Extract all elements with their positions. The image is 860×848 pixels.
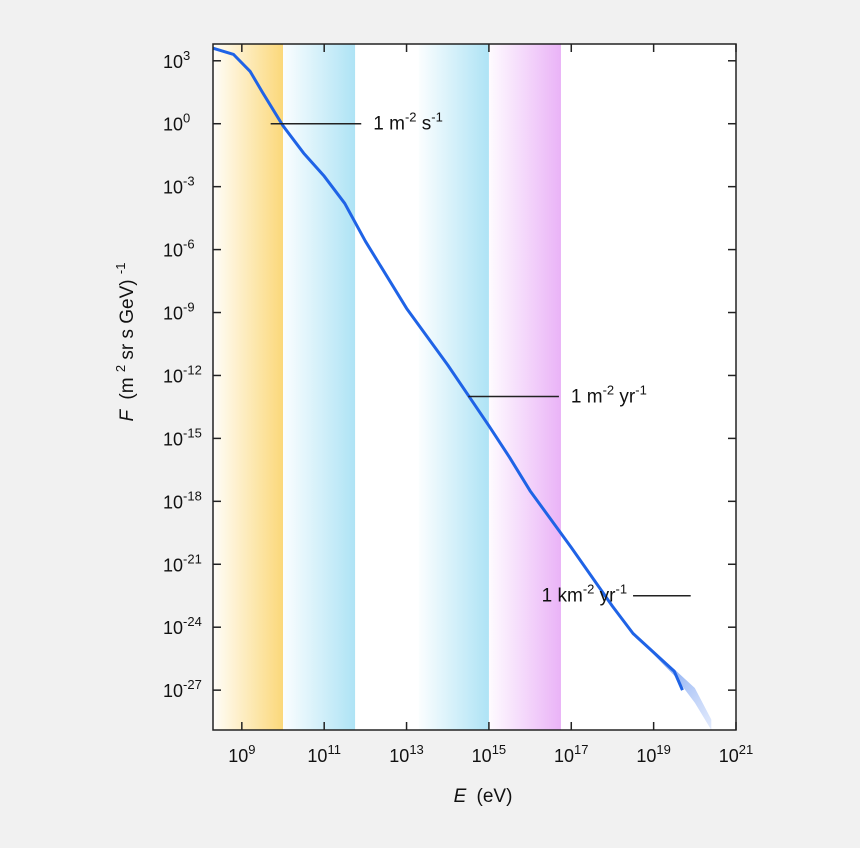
annotation-text: yr <box>594 586 616 607</box>
x-axis-label: E (eV) <box>454 786 513 807</box>
x-tick-base: 10 <box>228 746 248 766</box>
x-tick-base: 10 <box>636 746 656 766</box>
annotation-exponent: -1 <box>615 582 627 597</box>
x-tick-exponent: 11 <box>327 742 341 757</box>
y-tick-base: 10 <box>163 52 183 72</box>
x-tick-label: 1021 <box>719 742 754 766</box>
y-tick-exponent: -24 <box>183 614 202 629</box>
y-tick-label: 10-21 <box>163 551 202 575</box>
annotation-text: 1 km <box>542 586 583 607</box>
y-axis-ticks: 10310010-310-610-910-1210-1510-1810-2110… <box>163 48 736 701</box>
x-tick-base: 10 <box>307 746 327 766</box>
y-tick-label: 10-6 <box>163 237 195 261</box>
y-tick-exponent: -12 <box>183 362 202 377</box>
x-tick-label: 109 <box>228 742 255 766</box>
x-tick-label: 1015 <box>472 742 507 766</box>
y-tick-label: 10-27 <box>163 677 202 701</box>
y-tick-label: 10-12 <box>163 362 202 386</box>
annotation-text: s <box>417 114 432 135</box>
y-axis-sup1: 2 <box>113 365 128 372</box>
x-axis-var: E <box>454 786 467 807</box>
annotation-label: 1 m-2 yr-1 <box>571 382 647 407</box>
energy-band <box>418 44 489 730</box>
x-tick-exponent: 21 <box>739 742 753 757</box>
y-tick-exponent: -21 <box>183 551 202 566</box>
y-tick-exponent: -27 <box>183 677 202 692</box>
plot-frame <box>212 43 737 731</box>
series-layer <box>212 46 684 691</box>
y-tick-base: 10 <box>163 555 183 575</box>
y-tick-label: 103 <box>163 48 190 72</box>
x-tick-exponent: 13 <box>409 742 423 757</box>
y-tick-label: 10-15 <box>163 425 202 449</box>
spectrum-line <box>212 46 684 691</box>
y-tick-label: 10-24 <box>163 614 202 638</box>
y-tick-base: 10 <box>163 178 183 198</box>
x-tick-label: 1017 <box>554 742 589 766</box>
annotations-layer: 1 m-2 s-11 m-2 yr-11 km-2 yr-1 <box>270 110 691 607</box>
annotation-exponent: -2 <box>405 110 417 125</box>
y-tick-exponent: 0 <box>183 111 190 126</box>
annotation-text: 1 m <box>373 114 405 135</box>
x-tick-label: 1011 <box>307 742 341 766</box>
annotation-exponent: -2 <box>603 382 615 397</box>
x-tick-label: 1013 <box>389 742 424 766</box>
x-axis-unit: (eV) <box>477 786 513 807</box>
y-tick-label: 10-18 <box>163 488 202 512</box>
annotation-exponent: -2 <box>583 582 595 597</box>
y-tick-exponent: -9 <box>183 300 195 315</box>
x-tick-base: 10 <box>472 746 492 766</box>
x-axis-ticks: 109 1011 1013 1015 1017 1019 1021 <box>228 44 753 766</box>
x-tick-exponent: 17 <box>574 742 588 757</box>
y-axis-sup2: -1 <box>113 263 128 275</box>
y-tick-base: 10 <box>163 429 183 449</box>
energy-band <box>213 44 284 730</box>
annotation-exponent: -1 <box>635 382 647 397</box>
annotation-exponent: -1 <box>431 110 443 125</box>
x-tick-base: 10 <box>554 746 574 766</box>
y-tick-exponent: -3 <box>183 174 195 189</box>
y-tick-exponent: 3 <box>183 48 190 63</box>
x-tick-exponent: 19 <box>656 742 670 757</box>
y-axis-label: F (m 2 sr s GeV) -1 <box>109 263 138 422</box>
y-tick-exponent: -6 <box>183 237 195 252</box>
x-tick-base: 10 <box>389 746 409 766</box>
y-tick-base: 10 <box>163 681 183 701</box>
energy-band <box>488 44 561 730</box>
annotation-label: 1 m-2 s-1 <box>373 110 443 135</box>
y-tick-exponent: -18 <box>183 488 202 503</box>
energy-bands <box>213 44 561 730</box>
annotation-text: 1 m <box>571 386 603 407</box>
annotation-label: 1 km-2 yr-1 <box>542 582 627 607</box>
x-tick-exponent: 9 <box>248 742 255 757</box>
y-axis-pre: (m <box>117 377 138 399</box>
y-tick-base: 10 <box>163 241 183 261</box>
x-tick-label: 1019 <box>636 742 671 766</box>
y-tick-label: 100 <box>163 111 190 135</box>
y-tick-base: 10 <box>163 115 183 135</box>
y-axis-var: F <box>117 408 138 421</box>
x-tick-exponent: 15 <box>492 742 506 757</box>
annotation-text: yr <box>614 386 636 407</box>
y-tick-base: 10 <box>163 618 183 638</box>
y-tick-base: 10 <box>163 366 183 386</box>
energy-band <box>283 44 356 730</box>
x-tick-base: 10 <box>719 746 739 766</box>
y-axis-mid: sr s GeV) <box>117 279 138 359</box>
y-tick-base: 10 <box>163 304 183 324</box>
y-tick-base: 10 <box>163 492 183 512</box>
y-tick-label: 10-9 <box>163 300 195 324</box>
y-tick-exponent: -15 <box>183 425 202 440</box>
y-tick-label: 10-3 <box>163 174 195 198</box>
